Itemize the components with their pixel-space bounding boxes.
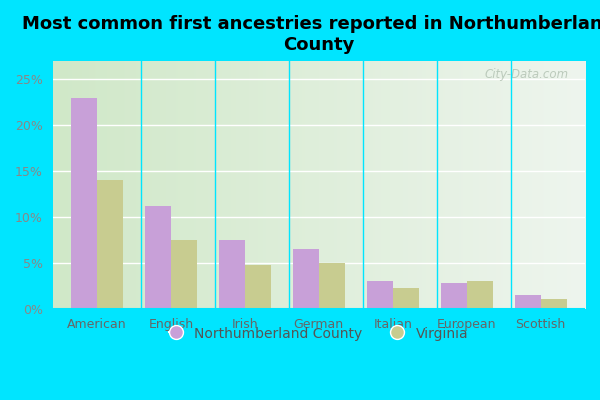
Bar [293, 249, 319, 308]
Bar [319, 263, 344, 308]
Bar [541, 299, 566, 308]
Bar [219, 240, 245, 308]
Bar [245, 266, 271, 308]
Bar [393, 288, 419, 308]
Text: City-Data.com: City-Data.com [485, 68, 569, 81]
Bar [367, 281, 393, 308]
Bar [171, 240, 197, 308]
Bar [145, 206, 171, 308]
Bar [441, 283, 467, 308]
Bar [71, 98, 97, 308]
Title: Most common first ancestries reported in Northumberland
County: Most common first ancestries reported in… [22, 15, 600, 54]
Bar [467, 281, 493, 308]
Legend: Northumberland County, Virginia: Northumberland County, Virginia [164, 321, 473, 346]
Bar [97, 180, 123, 308]
Bar [515, 295, 541, 308]
